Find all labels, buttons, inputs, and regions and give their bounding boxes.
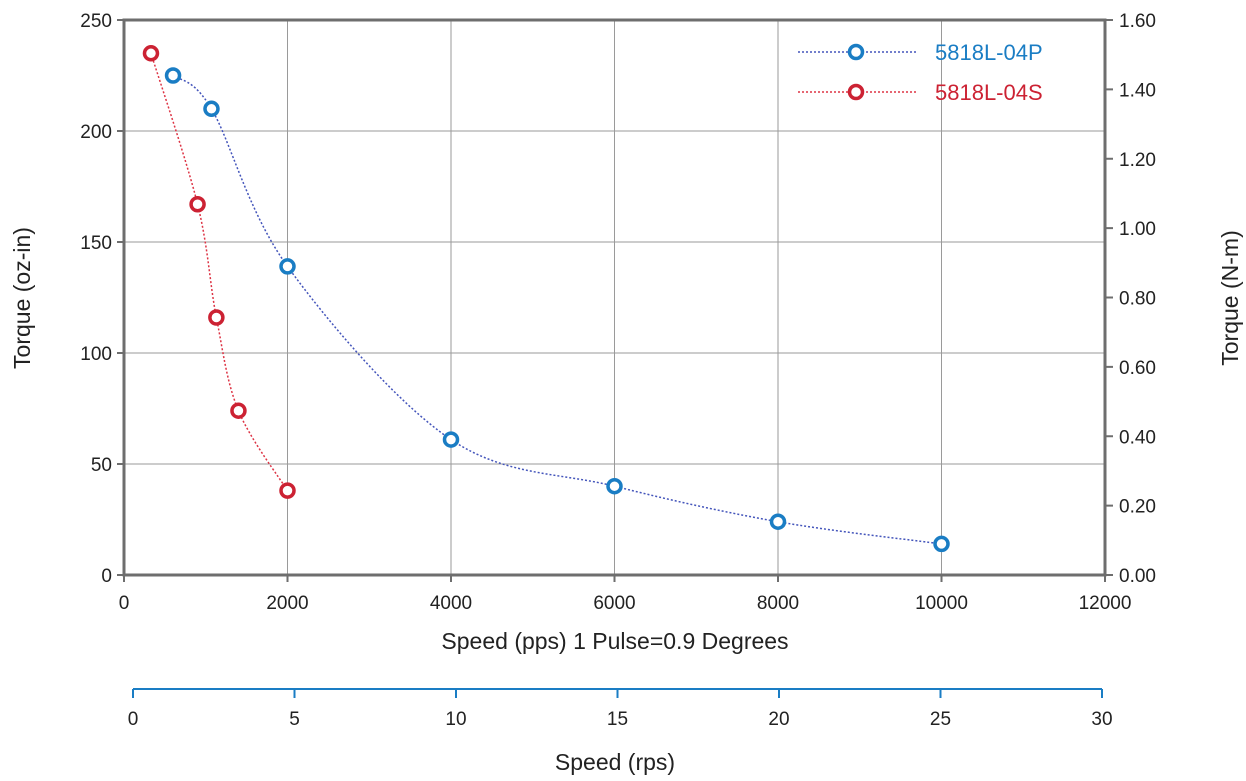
x-axis-title: Speed (pps) 1 Pulse=0.9 Degrees (441, 628, 788, 654)
x-tick-label: 12000 (1079, 593, 1132, 614)
right-tick-label: 1.20 (1119, 150, 1156, 171)
data-point-1 (279, 258, 296, 275)
x-tick-label: 8000 (757, 593, 799, 614)
data-point-1 (203, 100, 220, 118)
x-ticks: 0 2000 4000 6000 8000 10000 12000 (119, 575, 1132, 614)
secondary-tick-label: 20 (768, 709, 789, 730)
series-line-2 (150, 53, 289, 492)
right-tick-label: 1.60 (1119, 11, 1156, 32)
secondary-tick-label: 30 (1091, 709, 1112, 730)
data-point-1 (442, 431, 460, 448)
legend-label-2: 5818L-04S (935, 80, 1043, 105)
secondary-tick-label: 5 (289, 709, 300, 730)
data-point-1 (164, 67, 182, 84)
left-tick-label: 200 (80, 122, 112, 143)
x-tick-label: 6000 (593, 593, 635, 614)
data-point-1 (606, 477, 623, 495)
secondary-tick-label: 0 (128, 709, 139, 730)
x-tick-label: 0 (119, 593, 130, 614)
legend-marker-1 (847, 43, 865, 61)
left-tick-label: 150 (80, 233, 112, 254)
data-point-1 (933, 535, 950, 553)
right-y-axis-title: Torque (N-m) (1217, 230, 1243, 365)
right-tick-label: 1.00 (1119, 219, 1156, 240)
data-point-2 (230, 402, 247, 419)
right-tick-label: 0.20 (1119, 497, 1156, 518)
right-tick-label: 0.60 (1119, 358, 1156, 379)
x-tick-label: 2000 (266, 593, 308, 614)
grid-lines (124, 20, 1105, 575)
data-point-1 (769, 513, 787, 530)
left-tick-label: 0 (101, 566, 112, 587)
secondary-tick-label: 10 (445, 709, 466, 730)
x-tick-label: 10000 (915, 593, 968, 614)
secondary-tick-label: 15 (607, 709, 628, 730)
right-tick-label: 0.40 (1119, 427, 1156, 448)
left-y-axis-title: Torque (oz-in) (9, 227, 35, 369)
secondary-x-axis-title: Speed (rps) (555, 749, 675, 775)
legend-label-1: 5818L-04P (935, 40, 1043, 65)
right-y-ticks: 0.00 0.20 0.40 0.60 0.80 1.00 1.20 1.40 1.60 (1105, 11, 1156, 587)
secondary-x-axis: 0 5 10 15 20 25 30 (128, 688, 1113, 730)
data-point-2 (208, 309, 225, 326)
series-layer (142, 45, 950, 553)
right-tick-label: 0.80 (1119, 289, 1156, 310)
right-tick-label: 1.40 (1119, 80, 1156, 101)
secondary-tick-label: 25 (930, 709, 951, 730)
data-point-2 (142, 45, 160, 62)
left-tick-label: 100 (80, 344, 112, 365)
series-line-1 (172, 74, 942, 545)
left-tick-label: 50 (91, 455, 112, 476)
legend: 5818L-04P 5818L-04S (798, 40, 1043, 105)
data-point-2 (279, 482, 296, 499)
right-tick-label: 0.00 (1119, 566, 1156, 587)
x-tick-label: 4000 (430, 593, 472, 614)
legend-marker-2 (847, 83, 865, 101)
left-y-ticks: 0 50 100 150 200 250 (80, 11, 124, 587)
left-tick-label: 250 (80, 11, 112, 32)
data-point-2 (189, 196, 206, 213)
